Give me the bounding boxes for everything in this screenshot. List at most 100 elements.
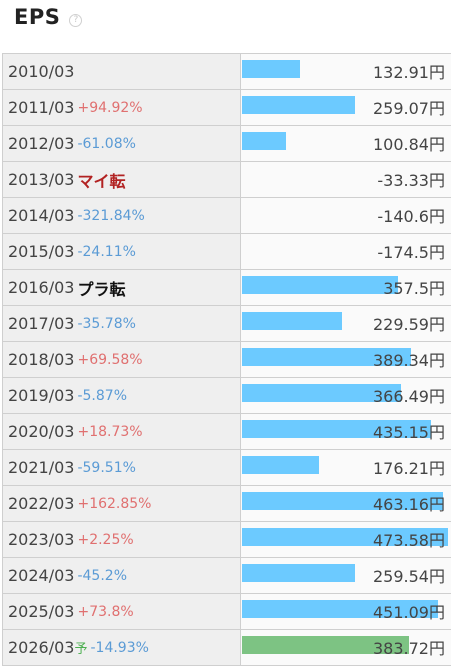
period-cell: 2018/03 +69.58% xyxy=(2,342,241,377)
period-label: 2011/03 xyxy=(8,98,75,117)
eps-value: 463.16円 xyxy=(373,495,445,514)
period-cell: 2024/03 -45.2% xyxy=(2,558,241,593)
eps-bar xyxy=(242,96,355,114)
value-cell: 259.54円 xyxy=(241,558,451,593)
change-rate: -14.93% xyxy=(90,639,149,656)
period-label: 2015/03 xyxy=(8,242,75,261)
value-cell: 463.16円 xyxy=(241,486,451,521)
table-row: 2018/03 +69.58% 389.34円 xyxy=(2,342,451,378)
period-label: 2024/03 xyxy=(8,566,75,585)
period-cell: 2022/03 +162.85% xyxy=(2,486,241,521)
table-row: 2020/03 +18.73% 435.15円 xyxy=(2,414,451,450)
eps-value: 259.07円 xyxy=(373,99,445,118)
period-label: 2023/03 xyxy=(8,530,75,549)
period-cell: 2016/03 プラ転 xyxy=(2,270,241,305)
table-row: 2021/03 -59.51% 176.21円 xyxy=(2,450,451,486)
table-row: 2015/03 -24.11% -174.5円 xyxy=(2,234,451,270)
change-rate: -35.78% xyxy=(77,315,136,332)
period-label: 2020/03 xyxy=(8,422,75,441)
value-cell: 100.84円 xyxy=(241,126,451,161)
change-rate: マイ転 xyxy=(77,171,126,191)
eps-value: 132.91円 xyxy=(373,63,445,82)
forecast-mark: 予 xyxy=(74,642,88,657)
table-row: 2010/03 132.91円 xyxy=(2,54,451,90)
period-label: 2021/03 xyxy=(8,458,75,477)
eps-bar xyxy=(242,456,319,474)
eps-value: 473.58円 xyxy=(373,531,445,550)
table-row: 2022/03 +162.85% 463.16円 xyxy=(2,486,451,522)
value-cell: -140.6円 xyxy=(241,198,451,233)
period-label: 2013/03 xyxy=(8,170,75,189)
period-cell: 2026/03 予 -14.93% xyxy=(2,630,241,665)
period-cell: 2019/03 -5.87% xyxy=(2,378,241,413)
value-cell: 357.5円 xyxy=(241,270,451,305)
table-row: 2024/03 -45.2% 259.54円 xyxy=(2,558,451,594)
table-row: 2025/03 +73.8% 451.09円 xyxy=(2,594,451,630)
change-rate: -59.51% xyxy=(77,459,136,476)
value-cell: 435.15円 xyxy=(241,414,451,449)
period-label: 2012/03 xyxy=(8,134,75,153)
eps-value: 435.15円 xyxy=(373,423,445,442)
eps-value: -140.6円 xyxy=(377,207,445,226)
value-cell: -174.5円 xyxy=(241,234,451,269)
period-cell: 2011/03 +94.92% xyxy=(2,90,241,125)
change-rate: -321.84% xyxy=(77,207,145,224)
period-cell: 2013/03 マイ転 xyxy=(2,162,241,197)
change-rate: +162.85% xyxy=(77,495,152,512)
value-cell: 366.49円 xyxy=(241,378,451,413)
eps-bar xyxy=(242,312,342,330)
value-cell: 473.58円 xyxy=(241,522,451,557)
eps-bar xyxy=(242,564,355,582)
table-row: 2026/03 予 -14.93% 383.72円 xyxy=(2,630,451,666)
eps-bar xyxy=(242,528,448,546)
table-row: 2016/03 プラ転 357.5円 xyxy=(2,270,451,306)
value-cell: -33.33円 xyxy=(241,162,451,197)
period-cell: 2020/03 +18.73% xyxy=(2,414,241,449)
period-label: 2016/03 xyxy=(8,278,75,297)
eps-value: 389.34円 xyxy=(373,351,445,370)
change-rate: +2.25% xyxy=(77,531,134,548)
eps-bar xyxy=(242,276,398,294)
change-rate: +18.73% xyxy=(77,423,143,440)
eps-bar xyxy=(242,420,431,438)
period-cell: 2012/03 -61.08% xyxy=(2,126,241,161)
change-rate: +69.58% xyxy=(77,351,143,368)
eps-value: 259.54円 xyxy=(373,567,445,586)
value-cell: 389.34円 xyxy=(241,342,451,377)
change-rate: -24.11% xyxy=(77,243,136,260)
table-row: 2019/03 -5.87% 366.49円 xyxy=(2,378,451,414)
change-rate: -5.87% xyxy=(77,387,127,404)
eps-value: 383.72円 xyxy=(373,639,445,658)
period-label: 2026/03 xyxy=(8,638,75,657)
section-title: EPS xyxy=(14,5,61,29)
value-cell: 176.21円 xyxy=(241,450,451,485)
period-cell: 2010/03 xyxy=(2,54,241,89)
period-label: 2025/03 xyxy=(8,602,75,621)
eps-bar xyxy=(242,132,286,150)
value-cell: 451.09円 xyxy=(241,594,451,629)
eps-bar xyxy=(242,492,443,510)
value-cell: 229.59円 xyxy=(241,306,451,341)
value-cell: 383.72円 xyxy=(241,630,451,665)
period-cell: 2014/03 -321.84% xyxy=(2,198,241,233)
period-cell: 2025/03 +73.8% xyxy=(2,594,241,629)
period-label: 2018/03 xyxy=(8,350,75,369)
change-rate: +94.92% xyxy=(77,99,143,116)
period-label: 2017/03 xyxy=(8,314,75,333)
change-rate: -45.2% xyxy=(77,567,127,584)
period-cell: 2015/03 -24.11% xyxy=(2,234,241,269)
change-rate: +73.8% xyxy=(77,603,134,620)
help-icon[interactable]: ? xyxy=(69,13,83,27)
period-cell: 2017/03 -35.78% xyxy=(2,306,241,341)
eps-table: 2010/03 132.91円 2011/03 +94.92% 259.07円 2012/… xyxy=(2,53,451,666)
value-cell: 132.91円 xyxy=(241,54,451,89)
period-cell: 2021/03 -59.51% xyxy=(2,450,241,485)
period-label: 2019/03 xyxy=(8,386,75,405)
change-rate: プラ転 xyxy=(77,279,126,299)
eps-bar xyxy=(242,600,438,618)
table-row: 2011/03 +94.92% 259.07円 xyxy=(2,90,451,126)
table-row: 2012/03 -61.08% 100.84円 xyxy=(2,126,451,162)
eps-value: 366.49円 xyxy=(373,387,445,406)
period-cell: 2023/03 +2.25% xyxy=(2,522,241,557)
eps-value: 100.84円 xyxy=(373,135,445,154)
